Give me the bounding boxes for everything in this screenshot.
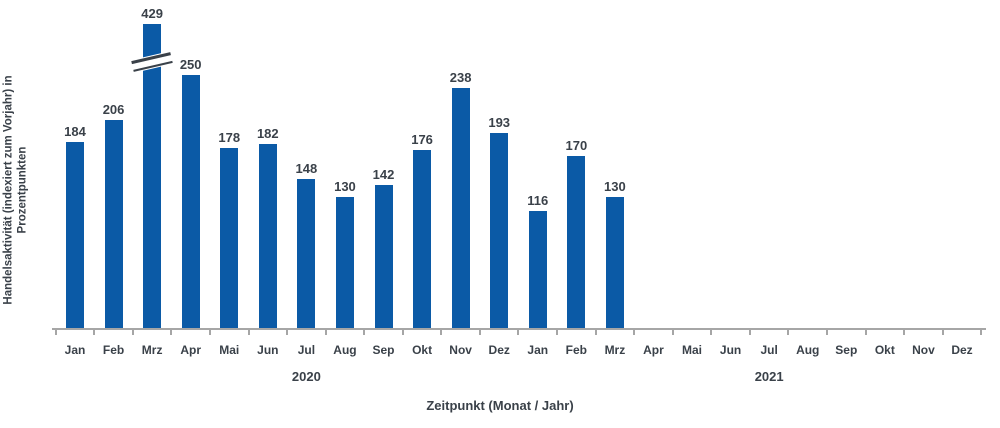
bar xyxy=(143,24,162,328)
value-label: 176 xyxy=(411,132,433,147)
bar xyxy=(567,156,586,328)
bar xyxy=(297,179,316,328)
tick-mark xyxy=(440,330,443,335)
x-axis-line xyxy=(52,328,986,330)
month-tick-label: Mai xyxy=(219,343,240,357)
value-label: 142 xyxy=(372,167,395,182)
year-label: 2021 xyxy=(754,369,784,384)
month-tick-label: Dez xyxy=(951,343,973,357)
value-label: 130 xyxy=(334,179,356,194)
tick-mark xyxy=(54,330,57,335)
month-tick-label: Mai xyxy=(682,343,703,357)
tick-mark xyxy=(286,330,289,335)
tick-mark xyxy=(363,330,366,335)
value-label: 429 xyxy=(141,6,163,21)
value-label: 182 xyxy=(256,126,279,141)
value-label: 250 xyxy=(179,57,202,72)
month-tick-label: Mrz xyxy=(141,343,163,357)
month-tick-label: Jan xyxy=(527,343,549,357)
month-tick-label: Dez xyxy=(488,343,510,357)
tick-mark xyxy=(131,330,134,335)
bar xyxy=(220,148,239,328)
value-label: 148 xyxy=(295,161,318,176)
month-tick-label: Nov xyxy=(912,343,935,357)
value-label: 193 xyxy=(488,115,511,130)
month-tick-label: Okt xyxy=(412,343,433,357)
tick-mark xyxy=(324,330,327,335)
year-label: 2020 xyxy=(291,369,321,384)
value-label: 184 xyxy=(64,124,86,139)
month-tick-label: Feb xyxy=(565,343,588,357)
bar xyxy=(528,211,547,328)
tick-mark xyxy=(826,330,829,335)
tick-mark xyxy=(787,330,790,335)
bar xyxy=(104,120,123,328)
month-tick-label: Nov xyxy=(449,343,472,357)
tick-mark xyxy=(208,330,211,335)
month-tick-label: Apr xyxy=(643,343,664,357)
tick-mark xyxy=(401,330,404,335)
month-tick-label: Aug xyxy=(333,343,357,357)
value-label: 178 xyxy=(218,130,241,145)
tick-mark xyxy=(247,330,250,335)
tick-mark xyxy=(633,330,636,335)
value-label: 206 xyxy=(102,102,125,117)
month-tick-label: Sep xyxy=(372,343,395,357)
month-tick-label: Jan xyxy=(64,343,86,357)
month-tick-label: Mrz xyxy=(604,343,626,357)
value-label: 116 xyxy=(527,193,549,208)
month-tick-label: Okt xyxy=(874,343,895,357)
tick-mark xyxy=(556,330,559,335)
value-label: 238 xyxy=(449,70,472,85)
tick-mark xyxy=(903,330,906,335)
bar xyxy=(258,144,277,328)
value-label: 130 xyxy=(604,179,626,194)
value-label: 170 xyxy=(565,138,588,153)
tick-mark xyxy=(748,330,751,335)
tick-mark xyxy=(478,330,481,335)
tick-mark xyxy=(980,330,983,335)
bar xyxy=(335,197,354,328)
tick-mark xyxy=(93,330,96,335)
bar xyxy=(374,185,393,328)
month-tick-label: Jun xyxy=(719,343,742,357)
month-tick-label: Sep xyxy=(835,343,858,357)
month-tick-label: Jul xyxy=(760,343,778,357)
bar xyxy=(181,75,200,328)
month-tick-label: Feb xyxy=(102,343,125,357)
bar xyxy=(413,150,432,328)
bar xyxy=(490,133,509,328)
tick-mark xyxy=(517,330,520,335)
tick-mark xyxy=(594,330,597,335)
month-tick-label: Jul xyxy=(297,343,316,357)
tick-mark xyxy=(864,330,867,335)
month-tick-label: Apr xyxy=(180,343,202,357)
y-axis-label: Handelsaktivität (indexiert zum Vorjahr)… xyxy=(2,75,29,305)
month-tick-label: Aug xyxy=(796,343,820,357)
tick-mark xyxy=(941,330,944,335)
tick-mark xyxy=(710,330,713,335)
tick-mark xyxy=(170,330,173,335)
tick-mark xyxy=(671,330,674,335)
bar xyxy=(451,88,470,328)
month-tick-label: Jun xyxy=(257,343,279,357)
bar xyxy=(66,142,84,328)
bar xyxy=(605,197,624,328)
x-axis-label: Zeitpunkt (Monat / Jahr) xyxy=(426,398,574,413)
